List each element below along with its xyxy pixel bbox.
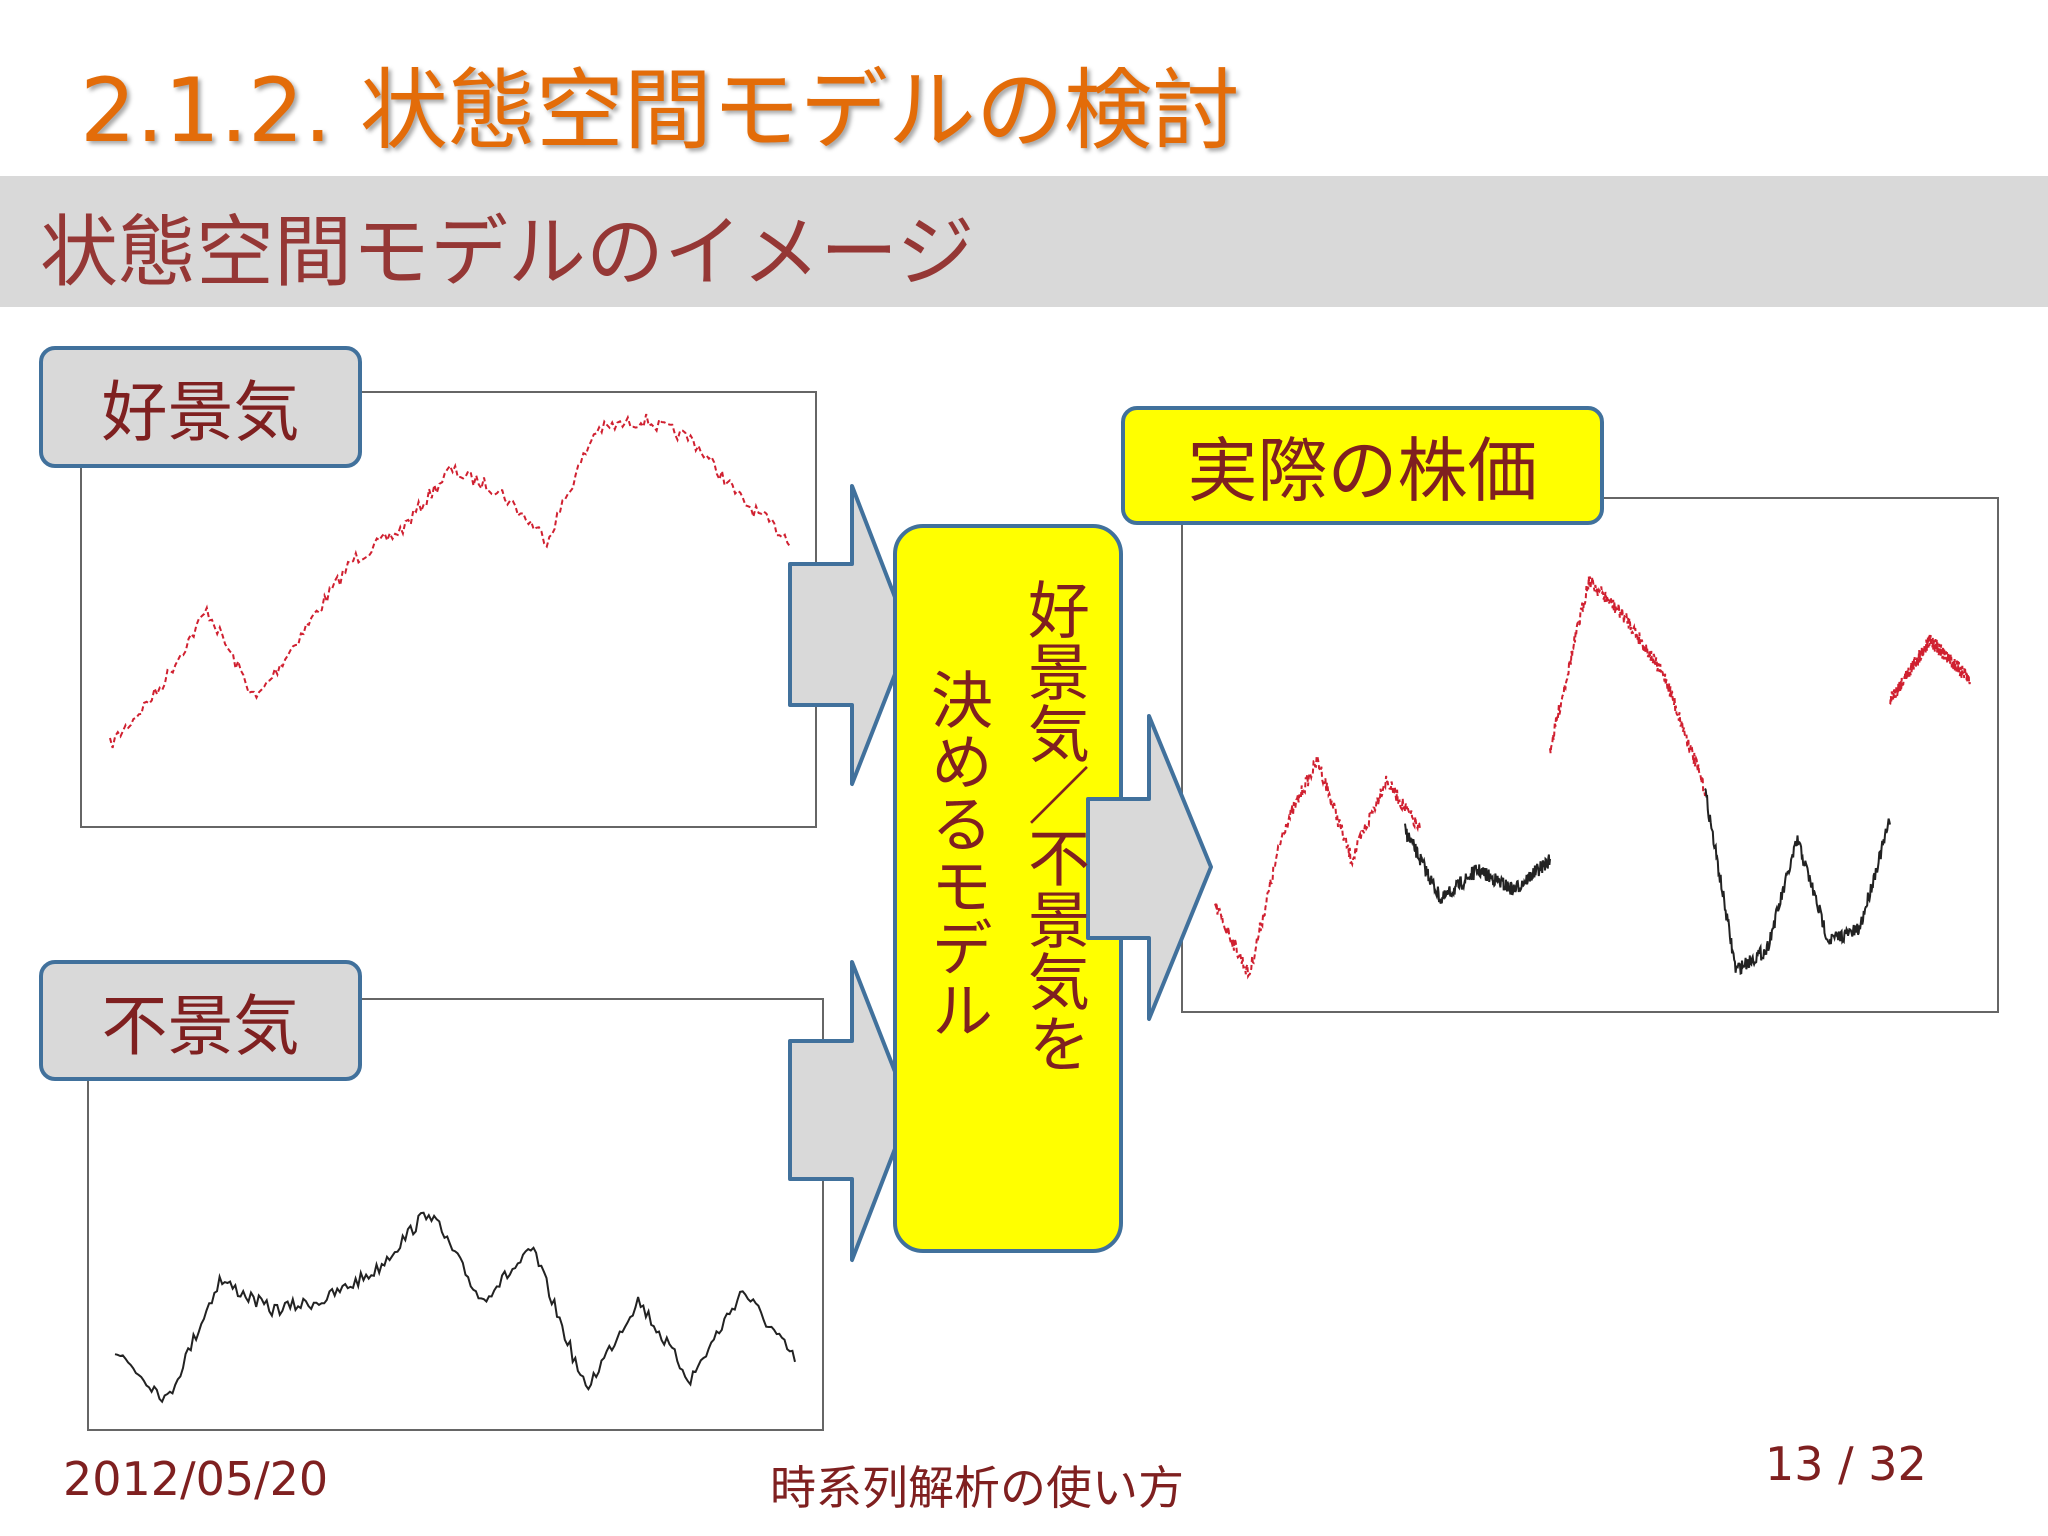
recession-label: 不景気 [39,960,362,1081]
boom-label: 好景気 [39,346,362,468]
title: 2.1.2. 状態空間モデルの検討 [80,59,1240,162]
subtitle: 状態空間モデルのイメージ [40,208,975,298]
footer-center: 時系列解析の使い方 [770,1461,1184,1515]
trace [109,413,791,749]
trace [114,1211,796,1404]
trace [1214,752,1421,980]
footer-date: 2012/05/20 [63,1452,329,1506]
model-text: 決めるモデル [920,668,993,1040]
arrow [788,484,912,786]
trace [1704,788,1891,975]
plot-frame [1181,497,1999,1013]
trace [1404,823,1551,904]
arrow [788,960,912,1262]
trace [1889,633,1971,705]
actual-label: 実際の株価 [1121,406,1604,525]
trace [1549,576,1706,797]
arrow [1086,714,1213,1021]
model-text: 好景気／不景気を [1017,578,1090,1074]
subtitle-band [0,176,2048,307]
page-number: 13 / 32 [1765,1437,1927,1491]
